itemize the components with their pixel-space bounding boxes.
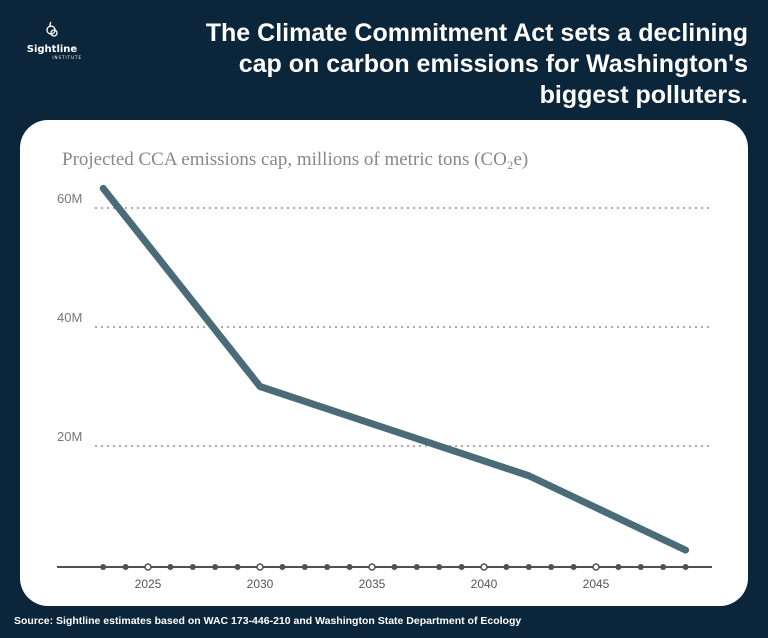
- x-minor-tick: [100, 564, 107, 570]
- x-minor-tick: [189, 564, 196, 570]
- x-minor-tick: [637, 564, 644, 570]
- x-minor-tick: [324, 564, 331, 570]
- x-minor-tick: [570, 564, 577, 570]
- y-tick-label: 20M: [57, 429, 82, 444]
- logo-sub: INSTITUTE: [52, 55, 82, 60]
- x-tick-label: 2025: [135, 577, 162, 591]
- x-major-tick: [368, 563, 376, 571]
- x-minor-tick: [122, 564, 129, 570]
- sightline-logo: Sightline INSTITUTE: [22, 20, 82, 60]
- x-major-tick: [480, 563, 488, 571]
- y-tick-label: 40M: [57, 310, 82, 325]
- x-minor-tick: [503, 564, 510, 570]
- x-minor-tick: [436, 564, 443, 570]
- x-major-tick: [144, 563, 152, 571]
- x-tick-label: 2035: [359, 577, 386, 591]
- x-minor-tick: [234, 564, 241, 570]
- x-minor-tick: [458, 564, 465, 570]
- x-minor-tick: [660, 564, 667, 570]
- x-minor-tick: [413, 564, 420, 570]
- headline: The Climate Commitment Act sets a declin…: [205, 19, 748, 109]
- y-tick-label: 60M: [57, 191, 82, 206]
- x-major-tick: [592, 563, 600, 571]
- emissions-cap-line: [99, 184, 690, 554]
- x-minor-tick: [212, 564, 219, 570]
- source-note: Source: Sightline estimates based on WAC…: [14, 615, 522, 627]
- x-minor-tick: [346, 564, 353, 570]
- x-minor-tick: [615, 564, 622, 570]
- x-minor-tick: [279, 564, 286, 570]
- x-tick-label: 2040: [471, 577, 498, 591]
- x-tick-label: 2045: [583, 577, 610, 591]
- x-minor-tick: [167, 564, 174, 570]
- x-major-tick: [256, 563, 264, 571]
- logo-name: Sightline: [26, 44, 78, 55]
- x-minor-tick: [548, 564, 555, 570]
- chart-title: Projected CCA emissions cap, millions of…: [62, 149, 528, 170]
- x-minor-tick: [525, 564, 532, 570]
- logo-mark-icon: [46, 21, 58, 37]
- x-tick-label: 2030: [247, 577, 274, 591]
- x-minor-tick: [301, 564, 308, 570]
- x-minor-tick: [391, 564, 398, 570]
- x-minor-tick: [682, 564, 689, 570]
